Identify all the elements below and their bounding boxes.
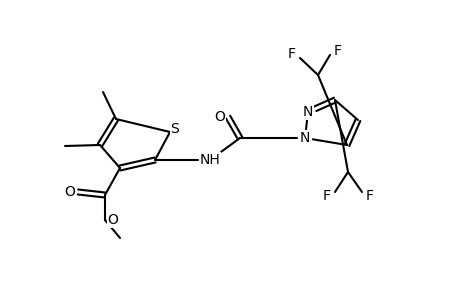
Text: N: N xyxy=(302,105,313,119)
Text: F: F xyxy=(365,189,373,203)
Text: N: N xyxy=(299,131,309,145)
Text: F: F xyxy=(287,47,295,61)
Text: F: F xyxy=(333,44,341,58)
Text: S: S xyxy=(170,122,179,136)
Text: O: O xyxy=(107,213,118,227)
Text: O: O xyxy=(64,185,75,199)
Text: O: O xyxy=(214,110,225,124)
Text: F: F xyxy=(322,189,330,203)
Text: NH: NH xyxy=(199,153,220,167)
